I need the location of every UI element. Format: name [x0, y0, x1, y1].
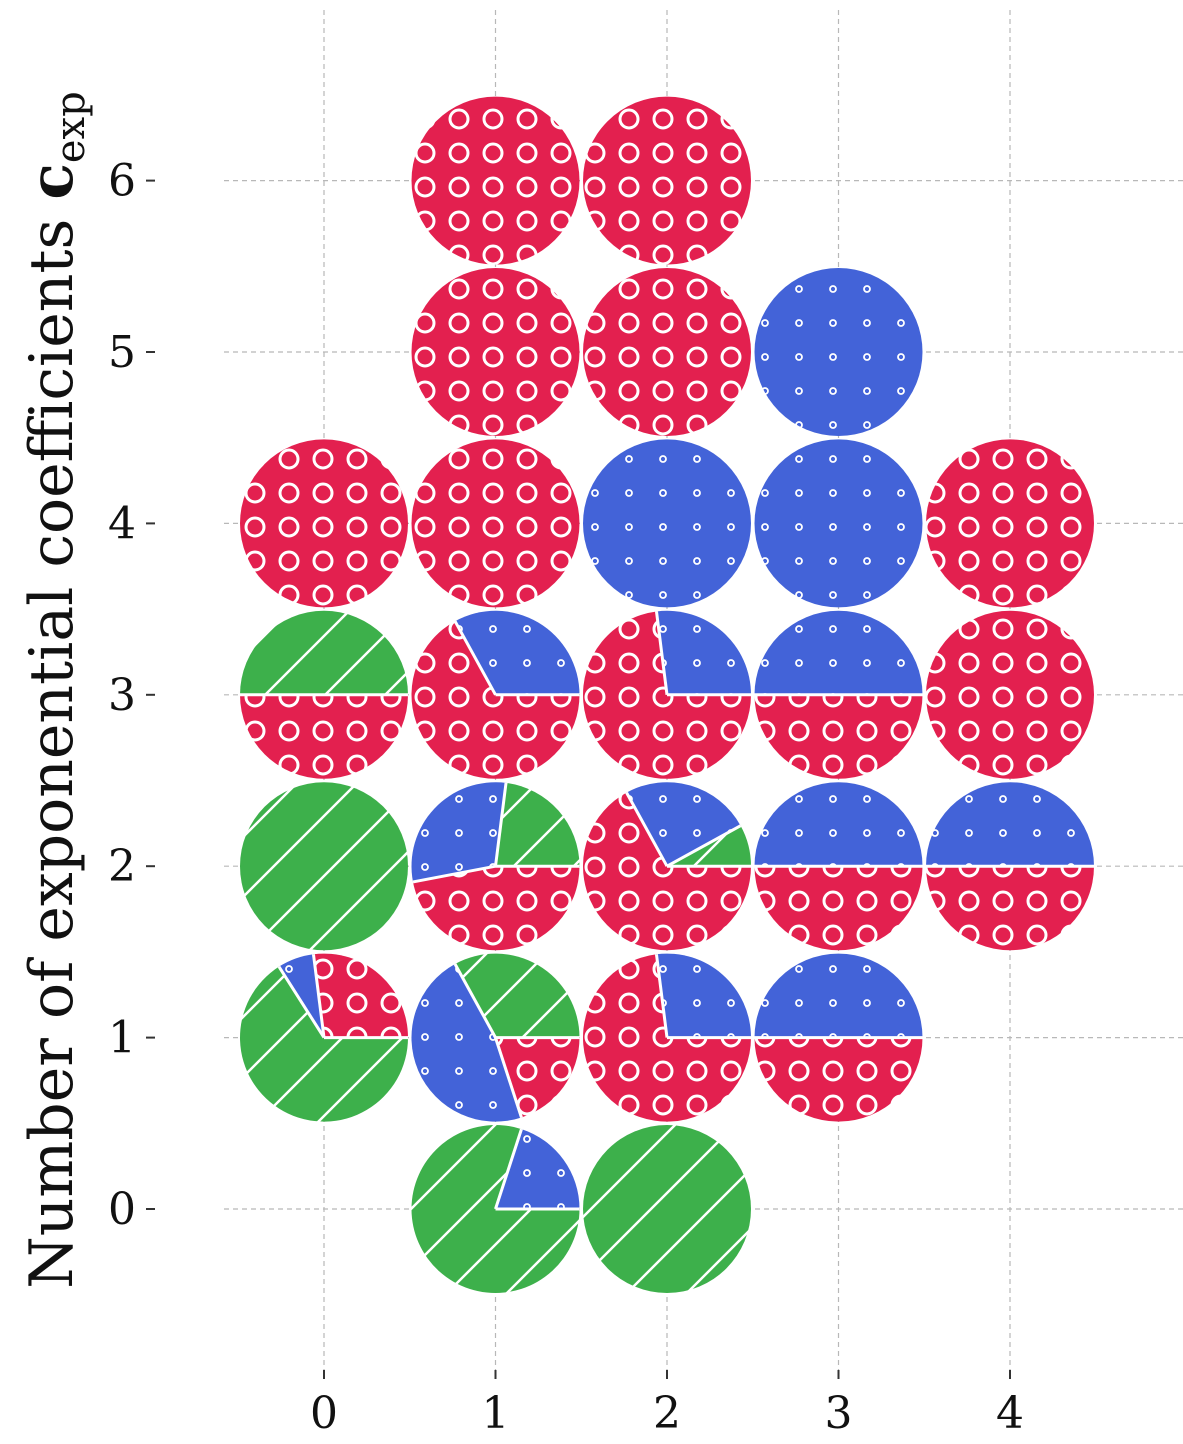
pie-1-4: [411, 439, 580, 608]
pie-2-3: [583, 610, 752, 779]
wedge-red: [411, 96, 580, 265]
pie-3-5: [754, 268, 923, 436]
pie-2-6: [583, 96, 751, 265]
wedge-red: [313, 953, 408, 1038]
wedge-blue: [754, 953, 923, 1038]
x-tick-label: 0: [310, 1388, 338, 1439]
pie-4-4: [926, 439, 1094, 608]
wedge-red: [754, 866, 923, 951]
y-tick-label: 6: [108, 156, 136, 207]
pie-3-1: [754, 953, 923, 1122]
wedge-red: [583, 96, 751, 265]
wedge-blue: [455, 610, 580, 695]
wedge-red: [583, 268, 751, 436]
wedge-separator: [453, 963, 497, 1039]
y-tick-label: 0: [108, 1184, 136, 1235]
pie-1-1: [411, 953, 580, 1122]
y-tick-label: 4: [108, 498, 136, 549]
pie-1-3: [411, 610, 580, 779]
pie-2-4: [583, 439, 751, 608]
pie-2-2: [583, 782, 751, 951]
wedge-green: [240, 610, 408, 695]
wedge-blue: [754, 439, 923, 608]
wedge-red: [926, 866, 1094, 951]
pie-3-4: [754, 439, 923, 608]
wedge-blue: [626, 782, 741, 867]
wedge-red: [240, 694, 408, 779]
wedge-red: [411, 268, 580, 436]
wedge-blue: [411, 782, 507, 882]
wedge-red: [926, 610, 1094, 779]
wedge-blue: [583, 439, 751, 608]
pie-3-2: [754, 782, 923, 951]
wedge-blue: [754, 268, 923, 436]
wedge-separator: [494, 1037, 523, 1118]
wedge-blue: [754, 782, 923, 867]
pie-0-2: [240, 782, 408, 951]
wedge-green: [240, 782, 408, 951]
wedge-red: [411, 621, 580, 779]
x-tick-label: 3: [825, 1388, 853, 1439]
wedge-red: [754, 1037, 923, 1122]
wedge-red: [240, 439, 408, 608]
y-axis-title: Number of exponential coefficients cexp: [17, 91, 94, 1288]
y-tick-label: 5: [108, 327, 136, 378]
wedge-blue: [278, 954, 324, 1038]
wedge-green: [583, 1125, 751, 1293]
wedge-red: [411, 439, 580, 608]
y-tick-label: 3: [108, 670, 136, 721]
wedge-green: [240, 966, 408, 1122]
pie-0-1: [240, 953, 408, 1122]
wedge-blue: [656, 953, 752, 1038]
wedge-separator: [625, 791, 669, 867]
pies: [240, 96, 1094, 1293]
x-tick-label: 1: [482, 1388, 510, 1439]
wedge-separator: [453, 620, 497, 696]
pie-0-4: [240, 439, 408, 608]
wedge-separator: [311, 954, 326, 1038]
wedge-red: [926, 439, 1094, 608]
wedge-separator: [654, 611, 669, 695]
pie-1-5: [411, 268, 580, 436]
x-tick-label: 4: [996, 1388, 1024, 1439]
pie-4-2: [926, 782, 1094, 951]
pie-2-0: [583, 1125, 751, 1293]
pie-1-0: [411, 1124, 580, 1293]
pie-1-6: [411, 96, 580, 265]
wedge-separator: [666, 824, 742, 868]
wedge-separator: [494, 782, 508, 867]
wedge-blue: [656, 610, 752, 695]
wedge-blue: [754, 610, 923, 695]
pie-3-3: [754, 610, 923, 779]
pie-4-3: [926, 610, 1094, 779]
y-axis-title-subscript: exp: [48, 91, 94, 163]
pie-0-3: [240, 610, 408, 779]
pie-2-1: [583, 953, 752, 1122]
x-tick-label: 2: [653, 1388, 681, 1439]
y-axis-title-symbol: c: [17, 163, 87, 200]
y-axis-label: Number of exponential coefficients cexp: [17, 91, 94, 1288]
wedge-red: [754, 694, 923, 779]
wedge-separator: [277, 965, 326, 1039]
y-axis-title-text: Number of exponential coefficients: [17, 200, 87, 1289]
pie-1-2: [411, 782, 580, 951]
wedge-red: [412, 866, 580, 951]
wedge-red: [583, 792, 751, 951]
wedge-separator: [412, 864, 496, 884]
pie-2-5: [583, 268, 751, 436]
wedge-blue: [926, 782, 1094, 867]
y-tick-label: 2: [108, 841, 136, 892]
y-tick-label: 1: [108, 1013, 136, 1064]
wedge-separator: [654, 954, 669, 1038]
wedge-green: [455, 953, 580, 1038]
wedge-separator: [494, 1128, 523, 1210]
wedge-blue: [411, 963, 522, 1122]
axis-ticks: 0 1 2 3 4 0 1 2 3 4 5 6: [108, 156, 1024, 1439]
wedge-green: [495, 782, 580, 867]
